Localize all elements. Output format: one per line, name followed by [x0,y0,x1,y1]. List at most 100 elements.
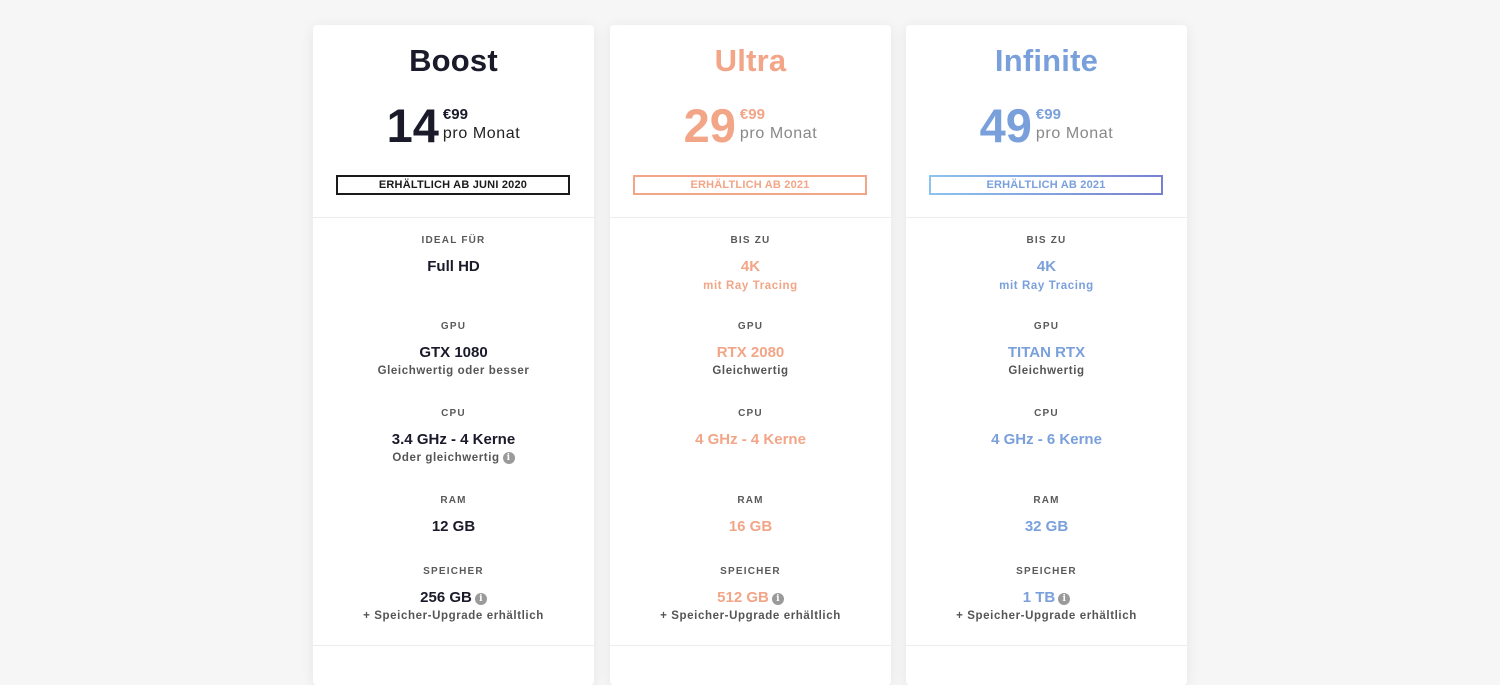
spec-note: + Speicher-Upgrade erhältlich [906,610,1187,622]
spec-note: + Speicher-Upgrade erhältlich [313,610,594,622]
spec-value: RTX 2080 [610,344,891,361]
plan-card-boost: Boost 14 €99 pro Monat ERHÄLTLICH AB JUN… [313,25,594,685]
plan-name: Ultra [714,43,787,78]
spec-value: 4K [610,258,891,275]
plan-header: Boost 14 €99 pro Monat ERHÄLTLICH AB JUN… [313,25,594,218]
spec-gpu: GPU RTX 2080 Gleichwertig [610,321,891,377]
price-period: pro Monat [1035,125,1114,142]
spec-value-text: 4K [740,258,761,275]
spec-value-text: Full HD [427,258,480,275]
price-integer: 49 [979,99,1032,152]
plan-price: 49 €99 pro Monat [906,99,1187,153]
spec-value-text: 512 GB [717,589,769,606]
spec-value: GTX 1080 [313,344,594,361]
spec-value-text: 3.4 GHz - 4 Kerne [391,431,516,448]
card-divider [610,645,891,646]
spec-cpu: CPU 3.4 GHz - 4 Kerne Oder gleichwertig i [313,408,594,464]
spec-cpu: CPU 4 GHz - 4 Kerne [610,408,891,448]
spec-note-text: Oder gleichwertig [392,452,500,464]
spec-ideal-für: IDEAL FÜR Full HD [313,235,594,275]
spec-ram: RAM 16 GB [610,495,891,535]
spec-note-text: mit Ray Tracing [999,280,1094,292]
spec-note-text: Gleichwertig [712,365,789,377]
plan-header: Ultra 29 €99 pro Monat ERHÄLTLICH AB 202… [610,25,891,218]
spec-value-text: 256 GB [420,589,472,606]
plan-name: Infinite [994,43,1099,78]
spec-note-text: Gleichwertig oder besser [377,365,530,377]
spec-label: BIS ZU [730,235,771,246]
spec-label: SPEICHER [423,566,484,577]
plan-card-ultra: Ultra 29 €99 pro Monat ERHÄLTLICH AB 202… [610,25,891,685]
spec-label: SPEICHER [1016,566,1077,577]
spec-label: RAM [1033,495,1060,506]
spec-note-text: + Speicher-Upgrade erhältlich [363,610,544,622]
spec-value: 3.4 GHz - 4 Kerne [313,431,594,448]
spec-label: GPU [737,321,764,332]
spec-label: CPU [738,408,763,419]
spec-note: Oder gleichwertig i [313,452,594,464]
info-icon[interactable]: i [502,452,515,464]
spec-gpu: GPU GTX 1080 Gleichwertig oder besser [313,321,594,377]
spec-note: Gleichwertig [906,365,1187,377]
spec-note: Gleichwertig oder besser [313,365,594,377]
spec-value-text: RTX 2080 [716,344,785,361]
spec-note-text: mit Ray Tracing [703,280,798,292]
info-icon[interactable]: i [474,593,487,605]
spec-speicher: SPEICHER 256 GB i + Speicher-Upgrade erhält… [313,566,594,622]
spec-value: TITAN RTX [906,344,1187,361]
spec-bis-zu: BIS ZU 4K mit Ray Tracing [610,235,891,292]
spec-value: 4K [906,258,1187,275]
spec-value-text: 12 GB [431,518,476,535]
spec-note-text: Gleichwertig [1008,365,1085,377]
spec-bis-zu: BIS ZU 4K mit Ray Tracing [906,235,1187,292]
spec-label: GPU [440,321,467,332]
spec-ram: RAM 12 GB [313,495,594,535]
spec-speicher: SPEICHER 1 TB i + Speicher-Upgrade erhältli… [906,566,1187,622]
spec-value-text: 1 TB [1022,589,1056,606]
spec-label: GPU [1033,321,1060,332]
card-divider [313,645,594,646]
plan-price: 29 €99 pro Monat [610,99,891,153]
spec-value: 512 GB i [610,589,891,606]
price-period: pro Monat [739,125,818,142]
spec-label: CPU [441,408,466,419]
spec-note: + Speicher-Upgrade erhältlich [610,610,891,622]
spec-value: 4 GHz - 6 Kerne [906,431,1187,448]
spec-value-text: 16 GB [728,518,773,535]
spec-value-text: 4 GHz - 6 Kerne [991,431,1102,448]
spec-ram: RAM 32 GB [906,495,1187,535]
spec-value: 256 GB i [313,589,594,606]
info-icon[interactable]: i [771,593,784,605]
spec-note: Gleichwertig [610,365,891,377]
spec-cpu: CPU 4 GHz - 6 Kerne [906,408,1187,448]
spec-label: IDEAL FÜR [421,235,486,246]
price-period: pro Monat [442,125,521,142]
spec-note: mit Ray Tracing [906,280,1187,292]
spec-note-text: + Speicher-Upgrade erhältlich [956,610,1137,622]
spec-label: SPEICHER [720,566,781,577]
spec-value: 16 GB [610,518,891,535]
spec-value-text: 32 GB [1024,518,1069,535]
card-divider [906,645,1187,646]
spec-value-text: GTX 1080 [419,344,488,361]
spec-value: 12 GB [313,518,594,535]
plan-price: 14 €99 pro Monat [313,102,594,153]
spec-value-text: 4 GHz - 4 Kerne [695,431,806,448]
spec-label: RAM [440,495,467,506]
availability-badge: ERHÄLTLICH AB 2021 [633,175,867,195]
spec-value: Full HD [313,258,594,275]
spec-gpu: GPU TITAN RTX Gleichwertig [906,321,1187,377]
plan-name: Boost [409,43,498,78]
plan-card-infinite: Infinite 49 €99 pro Monat ERHÄLTLICH AB … [906,25,1187,685]
price-integer: 29 [683,99,736,152]
pricing-cards: Boost 14 €99 pro Monat ERHÄLTLICH AB JUN… [0,25,1500,685]
spec-note: mit Ray Tracing [610,280,891,292]
info-icon[interactable]: i [1058,593,1071,605]
spec-value: 1 TB i [906,589,1187,606]
price-cents: €99 [442,106,468,123]
spec-value-text: TITAN RTX [1007,344,1086,361]
availability-badge: ERHÄLTLICH AB 2021 [929,175,1163,195]
spec-value: 32 GB [906,518,1187,535]
spec-label: BIS ZU [1026,235,1067,246]
spec-speicher: SPEICHER 512 GB i + Speicher-Upgrade erhält… [610,566,891,622]
